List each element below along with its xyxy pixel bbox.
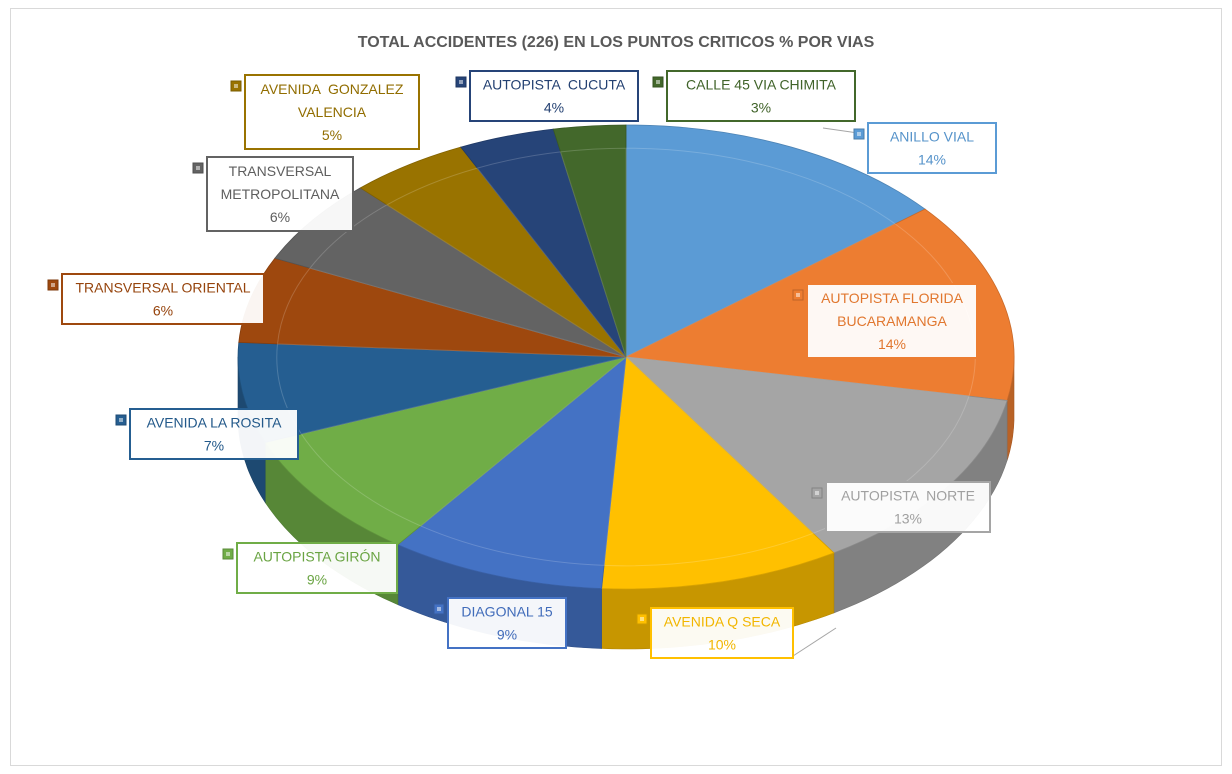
data-label-box-8 [206,156,354,232]
data-label-box-0 [867,122,997,174]
data-label-value-1: 14% [878,336,906,352]
data-label-box-7 [61,273,265,325]
data-label-name-3: AVENIDA Q SECA [664,614,781,630]
pie-slice-bevel-5 [300,356,627,527]
data-label-name-1: BUCARAMANGA [837,313,947,329]
data-label-box-2 [825,481,991,533]
pie-slice-4 [397,356,627,589]
data-label-key-inner-5 [226,552,230,556]
data-label-box-9 [244,74,420,150]
data-label-value-7: 6% [153,303,173,319]
data-label-name-0: ANILLO VIAL [890,129,974,145]
data-label-box-1 [806,283,978,359]
data-label-key-inner-3 [640,617,644,621]
data-label-11: CALLE 45 VIA CHIMITA 3% [652,70,856,122]
pie-slice-bevel-0 [625,147,897,358]
data-label-name-9: AVENIDA GONZALEZ [261,81,404,97]
data-label-name-11: CALLE 45 VIA CHIMITA [686,77,837,93]
data-label-key-inner-9 [234,84,238,88]
data-label-name-4: DIAGONAL 15 [461,604,553,620]
data-label-7: TRANSVERSAL ORIENTAL 6% [47,273,265,325]
pie-slice-3 [601,356,835,590]
leader-line-3 [792,627,837,657]
data-label-name-8: METROPOLITANA [221,186,340,202]
data-label-box-10 [469,70,639,122]
data-label-1: AUTOPISTA FLORIDA BUCARAMANGA 14% [792,283,978,359]
data-label-9: AVENIDA GONZALEZ VALENCIA 5% [230,74,420,150]
data-label-box-11 [666,70,856,122]
data-label-6: AVENIDA LA ROSITA 7% [115,408,299,460]
data-label-name-1: AUTOPISTA FLORIDA [821,290,964,306]
pie-slice-bevel-7 [276,267,627,358]
data-label-value-11: 3% [751,100,771,116]
data-label-key-inner-8 [196,166,200,170]
data-label-key-inner-0 [857,132,861,136]
pie-labels: ANILLO VIAL 14% AUTOPISTA FLORIDA BUCARAMAN… [47,70,997,659]
data-label-value-5: 9% [307,572,327,588]
data-label-box-4 [447,597,567,649]
data-label-box-3 [650,607,794,659]
data-label-value-9: 5% [322,127,342,143]
data-label-key-inner-10 [459,80,463,84]
data-label-3: AVENIDA Q SECA 10% [636,607,794,659]
pie-slice-bevel-8 [309,204,627,358]
data-label-2: AUTOPISTA NORTE 13% [811,481,991,533]
data-label-key-inner-2 [815,491,819,495]
data-label-value-0: 14% [918,152,946,168]
data-label-name-5: AUTOPISTA GIRÓN [253,549,380,565]
data-label-value-2: 13% [894,511,922,527]
data-label-box-5 [236,542,398,594]
data-label-name-6: AVENIDA LA ROSITA [147,415,283,431]
data-label-value-8: 6% [270,209,290,225]
data-label-0: ANILLO VIAL 14% [853,122,997,174]
data-label-10: AUTOPISTA CUCUTA 4% [455,70,639,122]
data-label-name-9: VALENCIA [298,104,367,120]
leader-line-0 [822,127,859,134]
data-label-key-inner-7 [51,283,55,287]
pie-slice-bevel-4 [419,355,627,566]
data-label-name-2: AUTOPISTA NORTE [841,488,975,504]
data-label-name-8: TRANSVERSAL [229,163,332,179]
data-label-key-inner-4 [437,607,441,611]
data-label-key-inner-6 [119,418,123,422]
data-label-8: TRANSVERSAL METROPOLITANA 6% [192,156,354,232]
data-label-5: AUTOPISTA GIRÓN 9% [222,542,398,594]
data-label-value-10: 4% [544,100,564,116]
data-label-value-3: 10% [708,637,736,653]
pie-slice-bevel-3 [603,355,815,567]
chart-title: TOTAL ACCIDENTES (226) EN LOS PUNTOS CRI… [357,34,875,51]
data-label-4: DIAGONAL 15 9% [433,597,567,649]
data-label-key-inner-11 [656,80,660,84]
data-label-box-6 [129,408,299,460]
pie-slice-bevel-6 [276,343,627,435]
data-label-name-7: TRANSVERSAL ORIENTAL [75,280,250,296]
data-label-key-inner-1 [796,293,800,297]
data-label-value-4: 9% [497,627,517,643]
data-label-value-6: 7% [204,438,224,454]
data-label-name-10: AUTOPISTA CUCUTA [483,77,626,93]
pie-slice-bevel-11 [559,147,627,358]
pie-slice-0 [625,124,926,358]
pie-slice-11 [552,124,627,358]
